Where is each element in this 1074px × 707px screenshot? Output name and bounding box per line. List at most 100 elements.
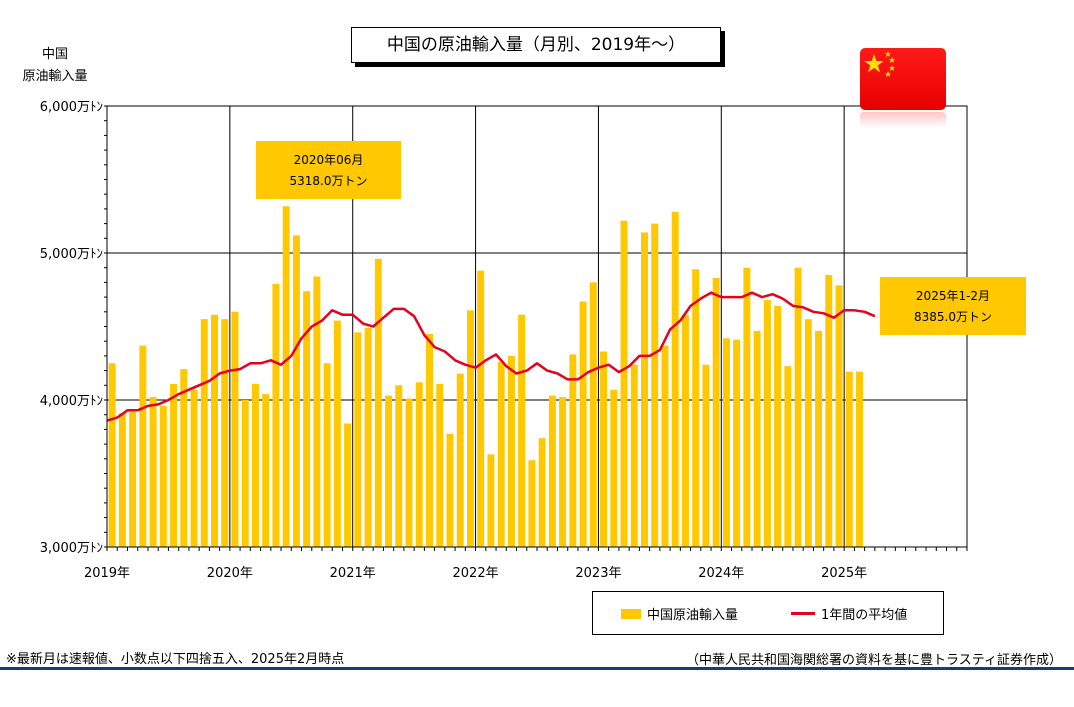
- bar: [211, 314, 218, 547]
- bar: [589, 282, 597, 547]
- bar: [845, 371, 853, 547]
- y-axis-label-line2: 原油輸入量: [22, 69, 88, 84]
- bar: [835, 285, 843, 547]
- bar: [630, 364, 638, 547]
- bar: [149, 397, 157, 547]
- bar: [692, 269, 700, 547]
- average-line-layer: [106, 291, 876, 422]
- legend-item-average: 1年間の平均値: [791, 604, 907, 623]
- legend-item-imports: 中国原油輸入量: [621, 604, 738, 623]
- bar: [641, 232, 648, 548]
- bar: [815, 330, 823, 547]
- y-axis-label: 中国 原油輸入量: [10, 44, 100, 88]
- bar: [436, 383, 444, 547]
- source-note: （中華人民共和国海関総署の資料を基に豊トラスティ証券作成）: [686, 653, 1062, 668]
- footnote: ※最新月は速報値、小数点以下四捨五入、2025年2月時点: [6, 652, 345, 667]
- bar: [507, 355, 515, 547]
- bar: [743, 267, 751, 547]
- bar: [774, 305, 782, 547]
- bar: [528, 460, 536, 547]
- bar: [702, 364, 710, 547]
- bar: [712, 277, 720, 547]
- y-axis-label-line1: 中国: [41, 47, 68, 62]
- bar: [313, 276, 321, 547]
- legend-line-swatch: [791, 612, 815, 615]
- callout-peak-value: 5318.0万トン: [289, 174, 368, 188]
- bar: [804, 319, 812, 547]
- bar: [559, 397, 567, 547]
- y-tick-label: 3,000万ﾄﾝ: [40, 541, 103, 556]
- bar: [415, 382, 423, 547]
- callout-latest-value: 8385.0万トン: [914, 310, 992, 324]
- flag-stars-icon: [864, 51, 896, 77]
- x-tick-label: 2024年: [698, 566, 744, 581]
- bar: [794, 267, 802, 547]
- bar: [456, 373, 464, 547]
- bar: [466, 310, 474, 547]
- y-tick-label: 5,000万ﾄﾝ: [40, 247, 103, 262]
- bar: [661, 345, 669, 547]
- bar: [272, 283, 280, 547]
- bar: [446, 433, 454, 547]
- bar: [722, 338, 730, 547]
- bar: [118, 413, 126, 547]
- x-tick-label: 2020年: [207, 566, 253, 581]
- bar: [251, 383, 259, 547]
- bar: [405, 398, 413, 547]
- bar: [108, 363, 116, 547]
- chart-title: 中国の原油輸入量（月別、2019年～）: [351, 27, 721, 63]
- bar: [763, 300, 771, 547]
- bar: [497, 361, 505, 547]
- bar: [487, 454, 495, 547]
- bar: [344, 423, 352, 547]
- average-line: [106, 291, 876, 422]
- bar: [190, 389, 198, 547]
- y-tick-label: 4,000万ﾄﾝ: [40, 394, 103, 409]
- bar: [538, 438, 546, 547]
- flag-reflection: [860, 112, 946, 128]
- bar: [241, 400, 249, 547]
- bar: [170, 383, 178, 547]
- bar: [159, 405, 167, 547]
- bar: [262, 394, 270, 547]
- bar: [600, 351, 608, 547]
- bar: [651, 223, 659, 547]
- x-tick-label: 2021年: [330, 566, 376, 581]
- bar: [385, 395, 393, 547]
- bar: [323, 363, 331, 547]
- y-tick-label: 6,000万ﾄﾝ: [40, 100, 103, 115]
- bar: [180, 369, 188, 547]
- bar: [354, 332, 362, 547]
- bar: [681, 314, 689, 547]
- bar: [282, 206, 290, 547]
- x-tick-label: 2022年: [453, 566, 499, 581]
- bar: [784, 366, 792, 547]
- bar: [426, 333, 433, 547]
- bar: [518, 314, 526, 547]
- bar: [825, 275, 833, 547]
- legend-imports-label: 中国原油輸入量: [647, 608, 739, 623]
- legend-average-label: 1年間の平均値: [821, 608, 908, 623]
- bar: [610, 389, 618, 547]
- bar: [221, 319, 229, 547]
- bar: [753, 330, 761, 547]
- callout-peak: 2020年06月 5318.0万トン: [256, 141, 401, 199]
- bar: [548, 395, 556, 547]
- bar: [477, 270, 485, 547]
- bar: [620, 220, 628, 547]
- bar: [374, 258, 382, 547]
- callout-peak-date: 2020年06月: [293, 153, 364, 167]
- bars-layer: [108, 206, 863, 548]
- bar: [129, 411, 137, 547]
- x-tick-labels: 2019年 2020年 2021年 2022年 2023年 2024年 2025年: [84, 566, 867, 581]
- bar: [671, 211, 679, 547]
- bar: [733, 339, 741, 547]
- callout-latest-date: 2025年1-2月: [915, 289, 991, 303]
- legend: 中国原油輸入量 1年間の平均値: [592, 591, 944, 635]
- bar: [231, 311, 239, 547]
- callout-latest: 2025年1-2月 8385.0万トン: [880, 277, 1026, 335]
- bar: [333, 320, 341, 547]
- china-flag-icon: [860, 48, 946, 110]
- x-tick-label: 2025年: [821, 566, 867, 581]
